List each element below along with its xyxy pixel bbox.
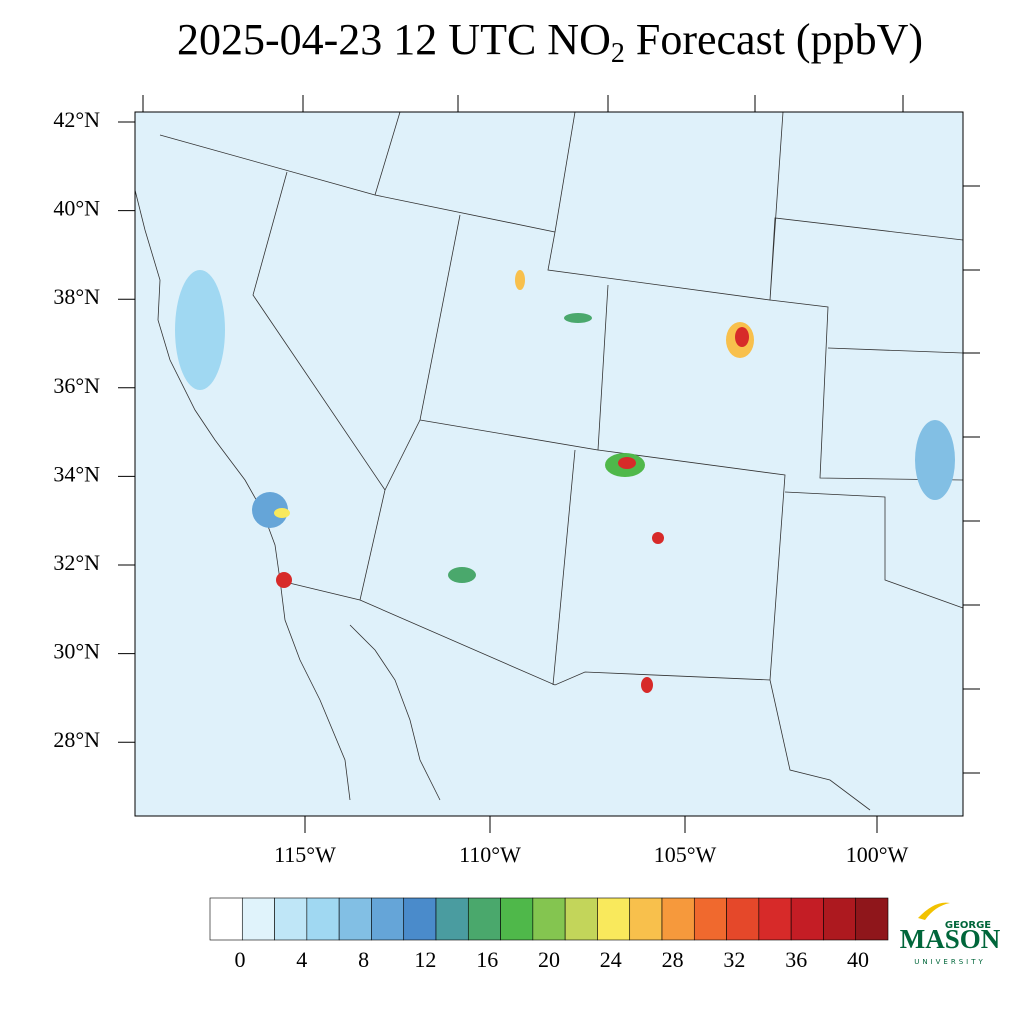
colorbar-label: 28	[662, 947, 684, 972]
lat-label: 42°N	[53, 107, 100, 132]
lon-label: 115°W	[274, 842, 336, 867]
emission-hotspots	[175, 270, 955, 693]
colorbar-label: 36	[785, 947, 807, 972]
coastline	[134, 189, 441, 801]
colorbar-label: 4	[296, 947, 307, 972]
lat-label: 40°N	[53, 196, 100, 221]
logo-bottom: UNIVERSITY	[914, 958, 986, 966]
colorbar-label: 16	[476, 947, 498, 972]
map-background	[135, 112, 963, 816]
title-main: 2025-04-23 12 UTC NO	[177, 15, 611, 64]
colorbar-box	[597, 897, 631, 941]
colorbar-label: 40	[847, 947, 869, 972]
lon-label: 110°W	[459, 842, 521, 867]
lat-label: 36°N	[53, 373, 100, 398]
map	[134, 111, 964, 817]
colorbar-label: 24	[600, 947, 622, 972]
colorbar-box	[435, 897, 469, 941]
state-borders	[159, 111, 964, 811]
colorbar-box	[241, 897, 275, 941]
colorbar-box	[532, 897, 566, 941]
colorbar-box	[661, 897, 695, 941]
lat-label: 30°N	[53, 639, 100, 664]
colorbar-box	[855, 897, 889, 941]
logo-swoosh	[918, 902, 950, 920]
map-frame	[134, 111, 964, 817]
colorbar-box	[338, 897, 372, 941]
logo-top: GEORGE	[945, 920, 991, 931]
colorbar-box	[500, 897, 534, 941]
colorbar-label: 12	[414, 947, 436, 972]
colorbar-label: 0	[235, 947, 246, 972]
colorbar-box	[758, 897, 792, 941]
colorbar-box	[306, 897, 340, 941]
logo-main: MASON	[900, 924, 1001, 954]
lat-label: 38°N	[53, 284, 100, 309]
colorbar-box	[823, 897, 857, 941]
colorbar-label: 8	[358, 947, 369, 972]
colorbar-box	[726, 897, 760, 941]
colorbar-box	[371, 897, 405, 941]
lat-label: 34°N	[53, 461, 100, 486]
title-subscript: 2	[611, 38, 625, 69]
colorbar-box	[564, 897, 598, 941]
title: 2025-04-23 12 UTC NO2 Forecast (ppbV)	[177, 15, 923, 69]
colorbar-box	[693, 897, 727, 941]
colorbar-box	[274, 897, 308, 941]
colorbar-label: 32	[723, 947, 745, 972]
colorbar-box	[209, 897, 243, 941]
colorbar-box	[629, 897, 663, 941]
colorbar-label: 20	[538, 947, 560, 972]
colorbar-box	[467, 897, 501, 941]
colorbar-box	[403, 897, 437, 941]
lat-label: 32°N	[53, 550, 100, 575]
lon-label: 105°W	[654, 842, 717, 867]
lon-label: 100°W	[846, 842, 909, 867]
colorbar-box	[790, 897, 824, 941]
title-rest: Forecast (ppbV)	[625, 15, 923, 64]
lat-label: 28°N	[53, 727, 100, 752]
